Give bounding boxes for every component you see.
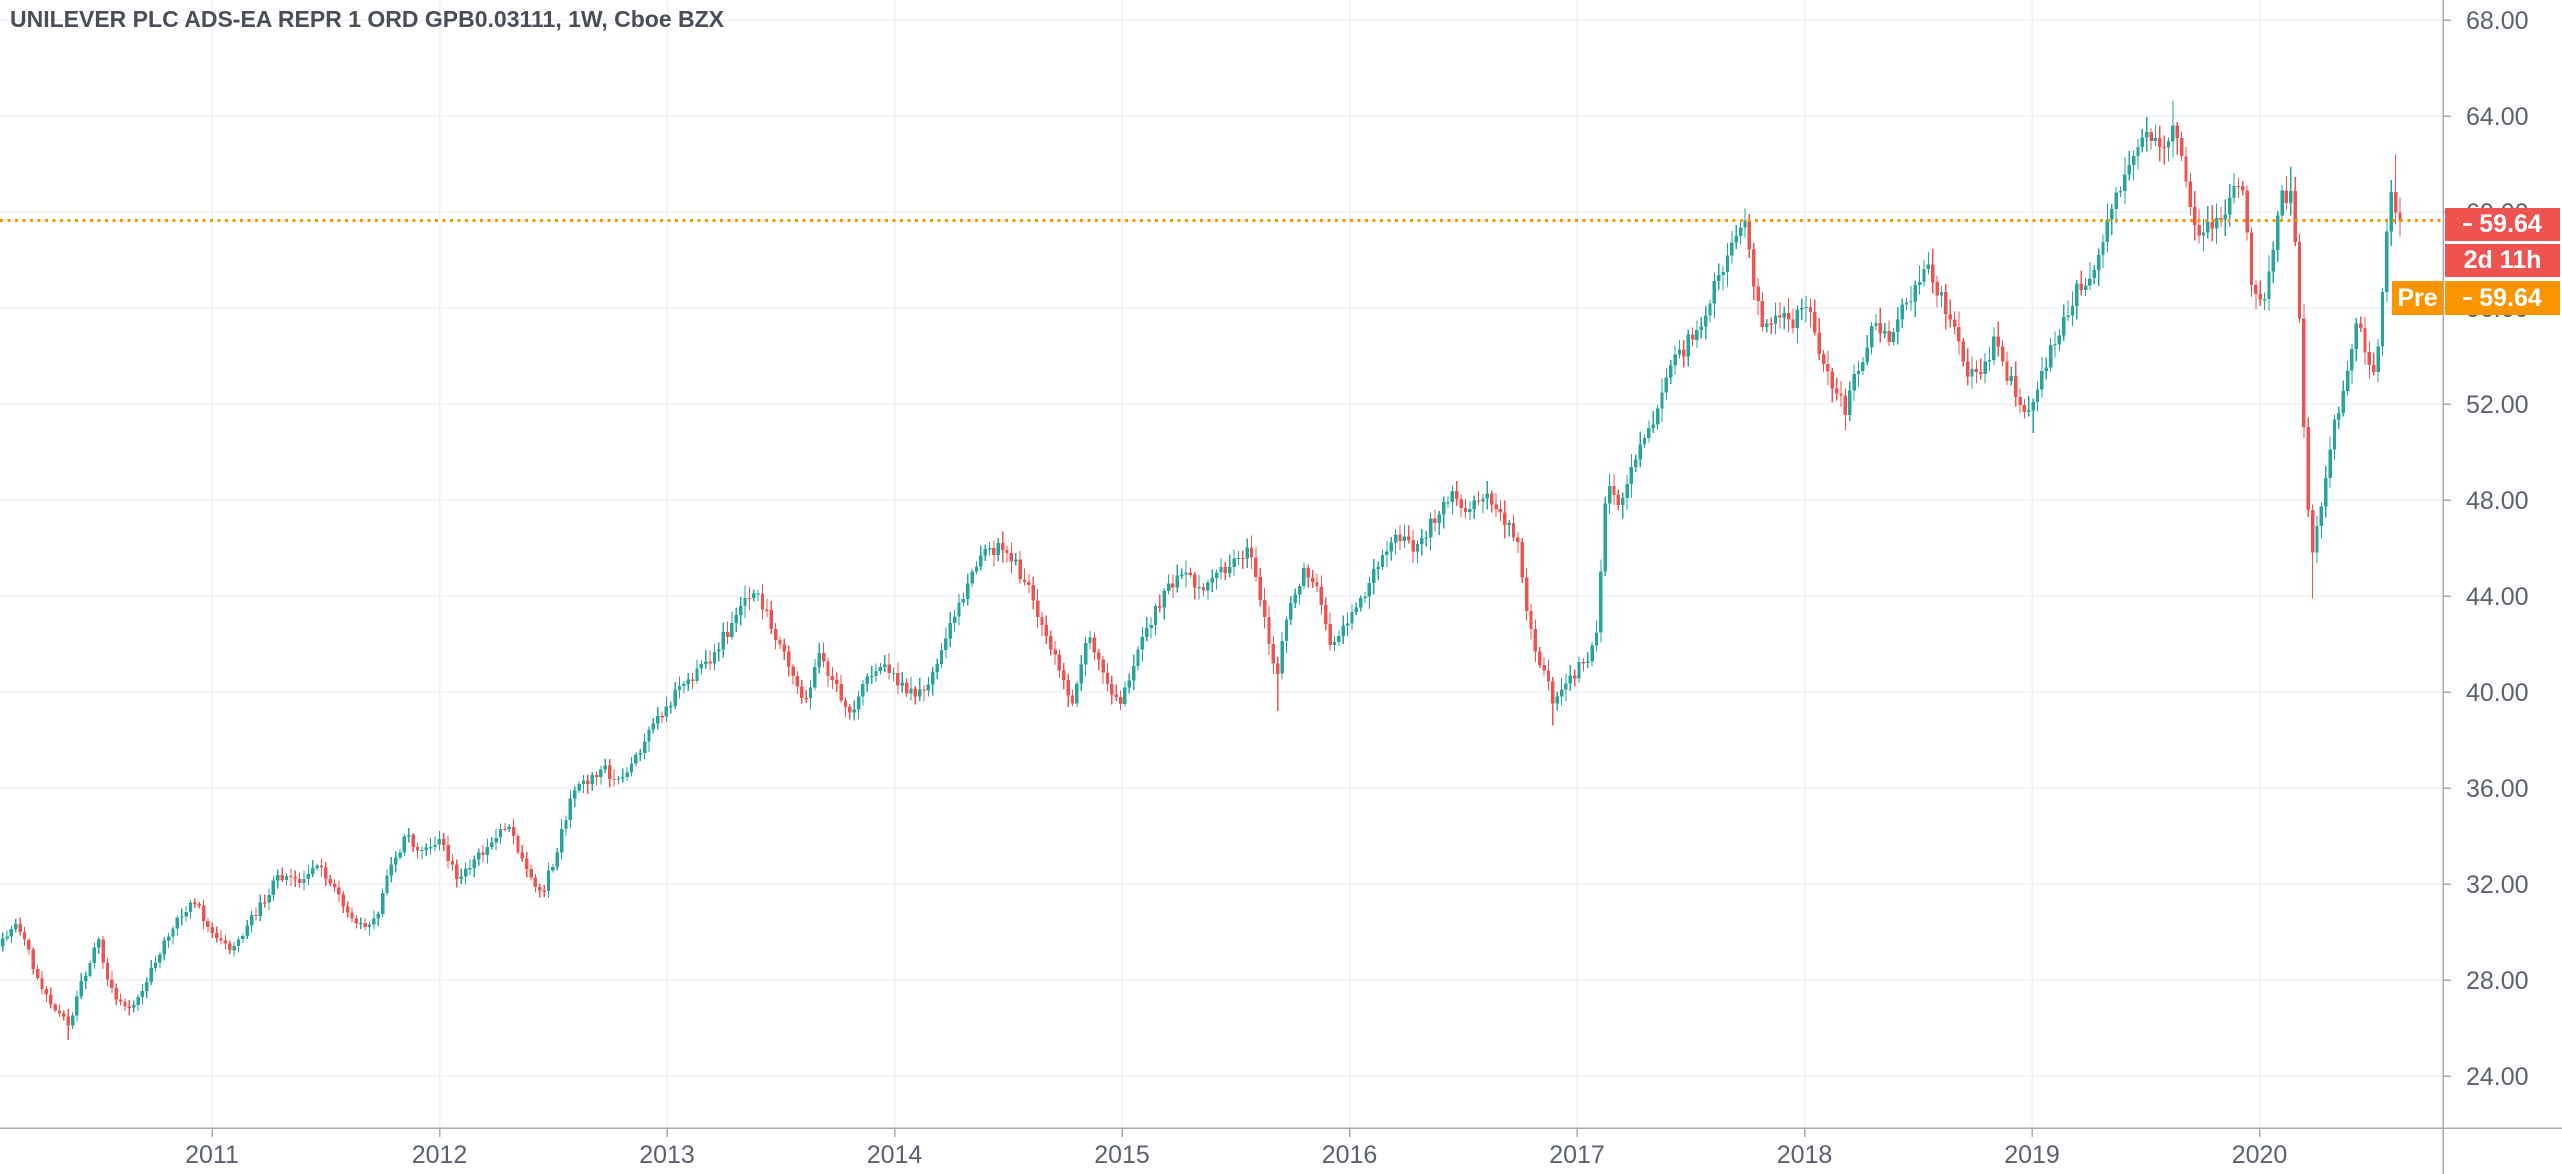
year-tick-label[interactable]: 2015 xyxy=(1094,1141,1150,1169)
year-tick-label[interactable]: 2019 xyxy=(2004,1141,2060,1169)
year-tick-label[interactable]: 2020 xyxy=(2232,1141,2288,1169)
price-tick-label[interactable]: 40.00 xyxy=(2466,679,2529,707)
price-tick-label[interactable]: 44.00 xyxy=(2466,583,2529,611)
price-tick-label[interactable]: 68.00 xyxy=(2466,7,2529,35)
price-tick-label[interactable]: 36.00 xyxy=(2466,775,2529,803)
price-tick-dash xyxy=(2463,296,2473,300)
symbol-title: UNILEVER PLC ADS-EA REPR 1 ORD GPB0.0311… xyxy=(10,6,725,32)
price-tick-label[interactable]: 64.00 xyxy=(2466,103,2529,131)
last-price-value: 59.64 xyxy=(2479,210,2542,238)
price-tick-label[interactable]: 52.00 xyxy=(2466,391,2529,419)
price-tick-dash xyxy=(2463,223,2473,226)
price-tick-label[interactable]: 28.00 xyxy=(2466,967,2529,995)
pre-market-price-value: 59.64 xyxy=(2479,283,2542,312)
candlestick-series xyxy=(1,100,2402,1040)
bar-countdown-value: 2d 11h xyxy=(2463,246,2542,274)
price-tick-label[interactable]: 48.00 xyxy=(2466,487,2529,515)
year-tick-label[interactable]: 2018 xyxy=(1777,1141,1833,1169)
year-tick-label[interactable]: 2016 xyxy=(1322,1141,1378,1169)
price-tick-label[interactable]: 32.00 xyxy=(2466,871,2529,899)
year-tick-label[interactable]: 2017 xyxy=(1549,1141,1605,1169)
pre-market-label: Pre xyxy=(2397,283,2438,312)
price-tick-label[interactable]: 24.00 xyxy=(2466,1063,2529,1091)
last-price-badge: 59.64 xyxy=(2445,208,2560,241)
year-tick-label[interactable]: 2014 xyxy=(867,1141,923,1169)
pre-market-price-badge: 59.64 xyxy=(2445,281,2560,315)
year-tick-label[interactable]: 2013 xyxy=(639,1141,695,1169)
year-tick-label[interactable]: 2012 xyxy=(412,1141,468,1169)
bar-countdown-badge: 2d 11h xyxy=(2445,244,2560,277)
year-tick-label[interactable]: 2011 xyxy=(185,1141,239,1169)
pre-market-label-badge: Pre xyxy=(2392,281,2443,315)
